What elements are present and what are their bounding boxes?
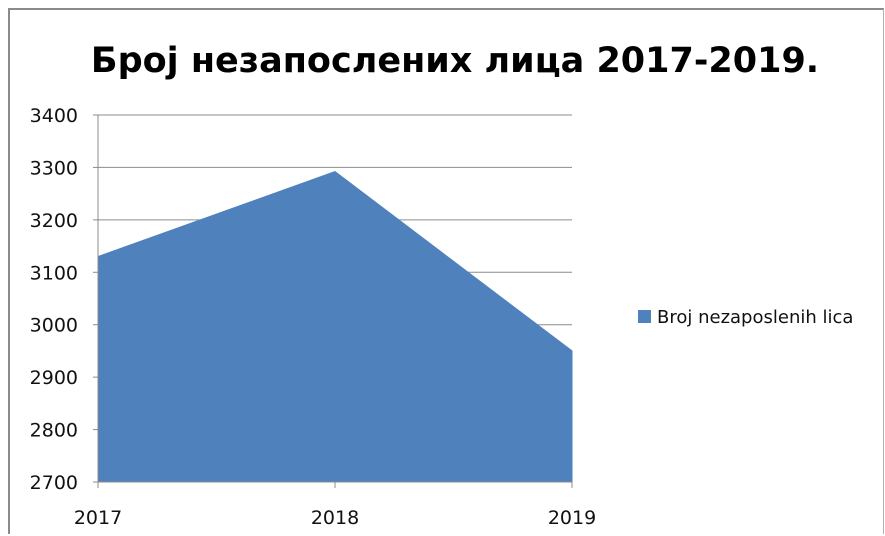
y-tick-label-3300: 3300 bbox=[30, 157, 78, 179]
legend-swatch bbox=[638, 310, 651, 323]
y-tick-label-2800: 2800 bbox=[30, 420, 78, 442]
y-tick-label-3200: 3200 bbox=[30, 210, 78, 232]
area-series bbox=[97, 171, 573, 483]
area-series-0 bbox=[97, 171, 573, 483]
y-tick-label-3100: 3100 bbox=[30, 262, 78, 284]
x-tick-label-2017: 2017 bbox=[74, 507, 122, 529]
y-tick-label-2900: 2900 bbox=[30, 367, 78, 389]
y-tick-label-2700: 2700 bbox=[30, 472, 78, 494]
x-tick-label-2019: 2019 bbox=[548, 507, 596, 529]
y-tick-label-3400: 3400 bbox=[30, 105, 78, 127]
legend-label: Broj nezaposlenih lica bbox=[657, 307, 853, 328]
x-axis-ticks: 2017 2018 2019 bbox=[74, 482, 596, 529]
y-axis-ticks: 2700 2800 2900 3000 3100 3200 3300 3400 bbox=[30, 105, 98, 494]
y-tick-label-3000: 3000 bbox=[30, 315, 78, 337]
chart-title: Број незапослених лица 2017-2019. bbox=[91, 41, 819, 81]
x-tick-label-2018: 2018 bbox=[311, 507, 359, 529]
legend: Broj nezaposlenih lica bbox=[638, 307, 853, 328]
